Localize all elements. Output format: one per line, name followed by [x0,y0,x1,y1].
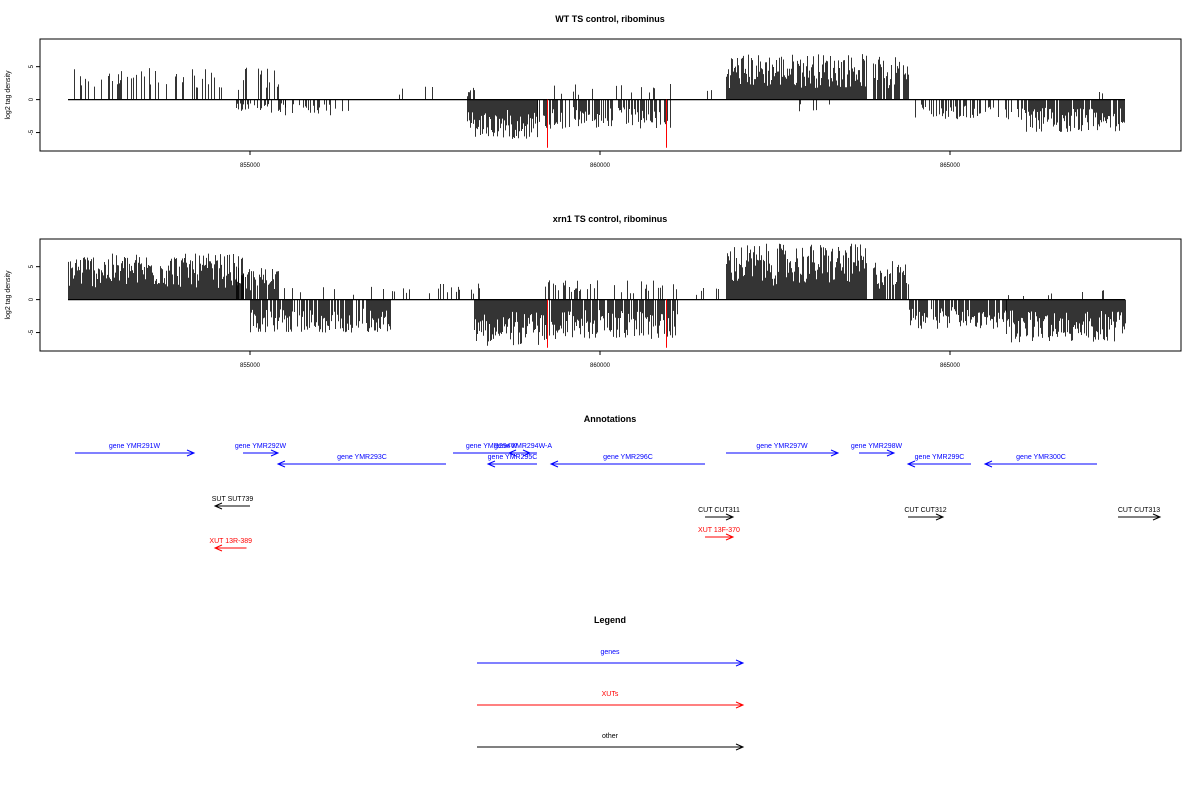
annotation-feature: gene YMR297W [726,443,840,457]
gene-arrow [486,460,537,468]
wt-panel-title: WT TS control, ribominus [555,14,665,24]
legend-item: genes [477,649,745,667]
legend-title: Legend [594,615,626,625]
annotations-title: Annotations [584,414,637,424]
other-arrow [1118,513,1162,521]
xrn1-track-panel: xrn1 TS control, ribominus log2 tag dens… [5,214,1182,369]
gene-arrow [507,449,537,457]
gene-label: gene YMR294W [466,443,518,450]
annotation-feature: gene YMR298W [851,443,903,457]
annotation-feature: XUT 13F-370 [698,527,740,541]
wt-axes: 855000 860000 865000 -5 0 5 [29,64,961,169]
annotation-features: gene YMR291W gene YMR292W gene YMR293C gene… [75,443,1162,552]
gene-label: gene YMR298W [851,443,903,450]
gene-arrow [276,460,446,468]
xrn1-density-bars [68,243,1126,348]
wt-y-tick-label: 5 [29,64,35,68]
gene-arrow [75,449,196,457]
legend-item-label: XUTs [602,691,619,698]
gene-arrow [983,460,1097,468]
gene-label: gene YMR293C [337,454,387,461]
annotation-feature: CUT CUT311 [698,507,740,521]
wt-density-bars [68,54,1125,148]
annotation-feature: gene YMR299C [906,454,971,468]
other-arrow [213,502,250,510]
other-arrow [705,513,735,521]
gene-label: gene YMR296C [603,454,653,461]
xrn1-x-tick-label: 865000 [940,363,961,369]
annotation-feature: gene YMR294W-A [494,443,552,457]
other-label: SUT SUT739 [212,496,254,503]
xrn1-y-tick-label: 5 [29,264,35,268]
gene-label: gene YMR291W [109,443,161,450]
xut-arrow [705,533,735,541]
xrn1-axes: 855000 860000 865000 -5 0 5 [29,264,961,369]
annotation-feature: gene YMR295C [486,454,538,468]
legend-items: genes XUTs other [477,649,745,751]
gene-arrow [859,449,896,457]
annotation-feature: CUT CUT312 [904,507,947,521]
annotation-feature: XUT 13R-389 [209,538,252,552]
legend-item-label: genes [600,649,620,656]
legend-item: other [477,733,745,751]
xrn1-y-tick-label: 0 [29,297,35,301]
annotation-feature: gene YMR293C [276,454,446,468]
gene-arrow [726,449,840,457]
xut-label: XUT 13R-389 [209,538,252,545]
xrn1-panel-title: xrn1 TS control, ribominus [553,214,668,224]
legend-arrow [477,743,745,751]
annotation-feature: CUT CUT313 [1118,507,1162,521]
other-label: CUT CUT313 [1118,507,1160,514]
annotations-panel: Annotations gene YMR291W gene YMR292Wgene… [75,414,1162,552]
wt-plot-frame [39,38,1182,152]
gene-arrow [906,460,971,468]
gene-arrow [243,449,280,457]
legend-arrow [477,701,745,709]
annotation-feature: gene YMR291W [75,443,196,457]
annotation-feature: gene YMR292W [235,443,287,457]
other-arrow [908,513,945,521]
gene-label: gene YMR297W [756,443,808,450]
gene-label: gene YMR295C [488,454,538,461]
annotation-feature: gene YMR296C [549,454,705,468]
legend-item: XUTs [477,691,745,709]
gene-label: gene YMR300C [1016,454,1066,461]
xut-label: XUT 13F-370 [698,527,740,534]
wt-y-tick-label: -5 [29,129,35,135]
wt-x-tick-label: 855000 [240,163,261,169]
xrn1-x-tick-label: 855000 [240,363,261,369]
wt-x-tick-label: 860000 [590,163,611,169]
legend: Legend genes XUTs other [477,615,745,751]
legend-arrow [477,659,745,667]
xrn1-x-tick-label: 860000 [590,363,611,369]
xrn1-plot-frame [39,238,1182,352]
other-label: CUT CUT312 [904,507,946,514]
xut-arrow [213,544,247,552]
wt-x-tick-label: 865000 [940,163,961,169]
other-label: CUT CUT311 [698,507,740,514]
gene-arrow [549,460,705,468]
gene-label: gene YMR292W [235,443,287,450]
wt-track-panel: WT TS control, ribominus log2 tag densit… [5,14,1182,169]
xrn1-y-tick-label: -5 [29,329,35,335]
wt-y-axis-label: log2 tag density [5,70,12,120]
xrn1-y-axis-label: log2 tag density [5,270,12,320]
wt-y-tick-label: 0 [29,97,35,101]
annotation-feature: gene YMR300C [983,454,1097,468]
legend-item-label: other [602,733,619,740]
gene-label: gene YMR299C [915,454,965,461]
annotation-feature: SUT SUT739 [212,496,254,510]
gene-label: gene YMR294W-A [494,443,552,450]
